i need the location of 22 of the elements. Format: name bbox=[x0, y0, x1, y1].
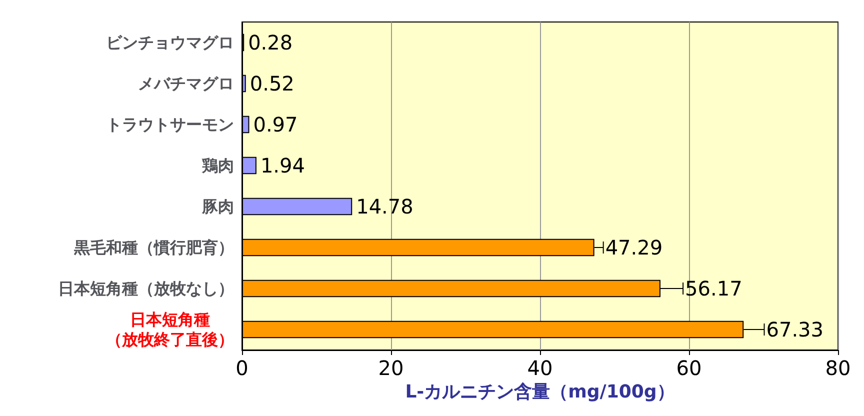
data-label: 1.94 bbox=[260, 154, 305, 178]
x-axis-title: L-カルニチン含量（mg/100g） bbox=[405, 381, 675, 402]
y-tick-label: ビンチョウマグロ bbox=[106, 33, 234, 52]
y-tick-label: 日本短角種（放牧なし） bbox=[58, 279, 234, 298]
data-label: 47.29 bbox=[605, 236, 663, 260]
x-tick-label: 80 bbox=[825, 356, 851, 380]
x-tick-label: 0 bbox=[236, 356, 248, 380]
y-tick-label: 日本短角種（放牧終了直後） bbox=[106, 310, 234, 349]
y-tick-label: 鶏肉 bbox=[201, 156, 234, 175]
data-label: 56.17 bbox=[685, 276, 742, 300]
x-tick-label: 20 bbox=[378, 356, 404, 380]
data-label: 0.28 bbox=[248, 30, 293, 54]
data-label: 0.52 bbox=[250, 72, 294, 96]
data-label: 0.97 bbox=[253, 112, 298, 136]
x-tick-label: 60 bbox=[676, 356, 702, 380]
data-label: 14.78 bbox=[356, 194, 414, 218]
y-tick-label: メバチマグロ bbox=[138, 74, 234, 93]
y-tick-label: トラウトサーモン bbox=[106, 115, 234, 134]
y-tick-label: 黒毛和種（慣行肥育） bbox=[73, 238, 234, 257]
data-label: 67.33 bbox=[766, 318, 824, 342]
y-tick-label: 豚肉 bbox=[201, 197, 234, 216]
x-tick-label: 40 bbox=[527, 356, 553, 380]
